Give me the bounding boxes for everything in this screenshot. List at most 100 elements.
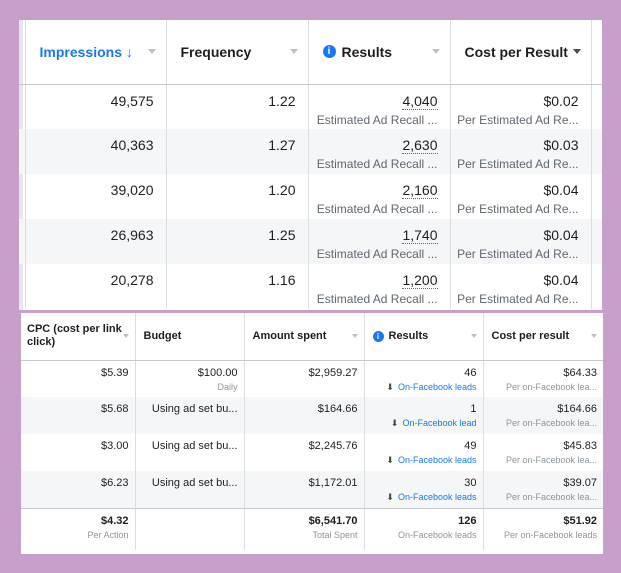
cost-type: Per on-Facebook lea...	[505, 418, 597, 428]
top-results-table-panel: Impressions ↓ Frequency i Results Cost pe…	[19, 20, 602, 310]
cost-value: $0.04	[543, 227, 579, 243]
total-cost-label: Per on-Facebook leads	[503, 529, 597, 540]
amount-spent-cell: $2,245.76	[244, 434, 365, 471]
frequency-cell: 1.20	[166, 174, 309, 219]
results-type: Estimated Ad Recall ...	[316, 292, 438, 306]
cost-per-result-label: Cost per result	[491, 329, 570, 342]
download-icon[interactable]: ⬇	[386, 455, 394, 465]
column-header-cost-per-result[interactable]: Cost per result	[483, 313, 603, 361]
total-results: 126	[458, 514, 477, 527]
budget-value: Using ad set bu...	[135, 397, 245, 434]
table-row: 39,020 1.20 2,160 Estimated Ad Recall ...…	[19, 174, 602, 219]
column-header-amount-spent[interactable]: Amount spent	[244, 313, 365, 361]
chevron-down-icon[interactable]	[289, 49, 298, 55]
cost-type: Per Estimated Ad Re...	[457, 247, 579, 261]
download-icon[interactable]: ⬇	[386, 381, 394, 392]
table-row: 40,363 1.27 2,630 Estimated Ad Recall ...…	[19, 129, 602, 174]
column-header-impressions[interactable]: Impressions ↓	[24, 20, 167, 85]
cpc-cell: $5.68	[21, 397, 136, 434]
cost-value: $0.02	[543, 92, 579, 109]
column-header-cost-per-result[interactable]: Cost per Result	[450, 20, 592, 85]
leads-link[interactable]: On-Facebook leads	[397, 381, 477, 392]
cpc-cell: $3.00	[21, 434, 136, 471]
table-row: 26,963 1.25 1,740 Estimated Ad Recall ...…	[19, 219, 602, 264]
bottom-results-table-panel: CPC (cost per link click) Budget Amount …	[21, 313, 603, 554]
results-value[interactable]: 1,200	[402, 272, 438, 289]
impressions-cell: 20,278	[24, 264, 167, 309]
cost-type: Per on-Facebook lea...	[505, 492, 597, 502]
info-icon[interactable]: i	[372, 330, 384, 342]
amount-spent-cell: $164.66	[244, 397, 365, 434]
cost-value: $0.04	[543, 272, 579, 288]
column-header-budget[interactable]: Budget	[135, 313, 245, 361]
download-icon[interactable]: ⬇	[386, 492, 394, 502]
column-header-cpc[interactable]: CPC (cost per link click)	[21, 313, 136, 361]
chevron-down-icon[interactable]	[147, 49, 156, 55]
total-amount-spent: $6,541.70	[308, 514, 358, 527]
cost-value: $45.83	[563, 440, 597, 452]
table-row: $5.68 Using ad set bu... $164.66 1 ⬇ On-Fa…	[21, 397, 603, 434]
cost-value: $164.66	[557, 403, 597, 415]
frequency-label: Frequency	[180, 43, 252, 60]
cost-type: Per Estimated Ad Re...	[457, 157, 579, 171]
results-label: Results	[341, 43, 393, 60]
chevron-down-icon[interactable]	[572, 49, 581, 55]
chevron-down-icon[interactable]	[470, 334, 477, 339]
chevron-down-icon[interactable]	[431, 49, 440, 55]
results-value[interactable]: 2,160	[402, 182, 438, 199]
total-results-label: On-Facebook leads	[397, 529, 477, 540]
results-type: Estimated Ad Recall ...	[316, 247, 438, 261]
column-header-frequency[interactable]: Frequency	[166, 20, 309, 85]
results-value: 1	[470, 403, 477, 415]
budget-value: Using ad set bu...	[135, 434, 245, 471]
cost-type: Per Estimated Ad Re...	[457, 112, 579, 127]
table-row: $3.00 Using ad set bu... $2,245.76 49 ⬇ On…	[21, 434, 603, 471]
bottom-results-table: CPC (cost per link click) Budget Amount …	[21, 313, 603, 550]
chevron-down-icon[interactable]	[591, 334, 597, 339]
download-icon[interactable]: ⬇	[390, 418, 399, 428]
results-type: Estimated Ad Recall ...	[316, 157, 438, 171]
impressions-label: Impressions ↓	[39, 43, 133, 60]
frequency-cell: 1.27	[166, 129, 309, 174]
leads-link[interactable]: On-Facebook leads	[397, 492, 477, 502]
impressions-cell: 49,575	[24, 84, 167, 129]
total-spent-label: Total Spent	[312, 529, 358, 540]
table-row: $5.39 $100.00 Daily $2,959.27 46 ⬇ On-Faceb…	[21, 360, 603, 397]
leads-link[interactable]: On-Facebook lead	[402, 418, 477, 428]
totals-row: $4.32 Per Action $6,541.70 Total Spent 126…	[21, 507, 603, 550]
cpc-cell: $5.39	[21, 360, 136, 397]
impressions-cell: 39,020	[24, 174, 167, 219]
frequency-cell: 1.16	[166, 264, 309, 309]
cpc-label: CPC (cost per link click)	[27, 323, 122, 349]
table-row: 20,278 1.16 1,200 Estimated Ad Recall ...…	[19, 264, 602, 309]
chevron-down-icon[interactable]	[351, 334, 358, 339]
column-header-results[interactable]: i Results	[364, 313, 484, 361]
amount-spent-cell: $1,172.01	[244, 471, 365, 508]
amount-spent-cell: $2,959.27	[244, 360, 365, 397]
budget-value: $100.00	[197, 366, 238, 379]
leads-link[interactable]: On-Facebook leads	[397, 455, 477, 465]
results-type: Estimated Ad Recall ...	[316, 112, 438, 127]
cost-value: $0.04	[543, 182, 579, 198]
budget-value: Using ad set bu...	[135, 471, 245, 508]
total-cost-per-result: $51.92	[563, 514, 597, 527]
results-value[interactable]: 4,040	[402, 92, 438, 110]
results-type: Estimated Ad Recall ...	[316, 202, 438, 216]
frequency-cell: 1.22	[166, 84, 309, 129]
impressions-cell: 40,363	[24, 129, 167, 174]
cost-type: Per Estimated Ad Re...	[457, 202, 579, 216]
cost-type: Per on-Facebook lea...	[505, 381, 597, 392]
results-value[interactable]: 1,740	[402, 227, 438, 244]
results-value[interactable]: 2,630	[402, 137, 438, 154]
info-icon[interactable]: i	[322, 45, 336, 59]
cost-per-result-label: Cost per Result	[464, 43, 568, 60]
chevron-down-icon[interactable]	[122, 334, 129, 339]
budget-type: Daily	[217, 381, 238, 392]
column-header-results[interactable]: i Results	[308, 20, 451, 85]
cpc-cell: $6.23	[21, 471, 136, 508]
frequency-cell: 1.25	[166, 219, 309, 264]
cost-type: Per on-Facebook lea...	[505, 455, 597, 465]
budget-label: Budget	[143, 329, 182, 342]
cost-value: $39.07	[563, 477, 597, 489]
table-row: 49,575 1.22 4,040 Estimated Ad Recall ...…	[19, 84, 602, 129]
